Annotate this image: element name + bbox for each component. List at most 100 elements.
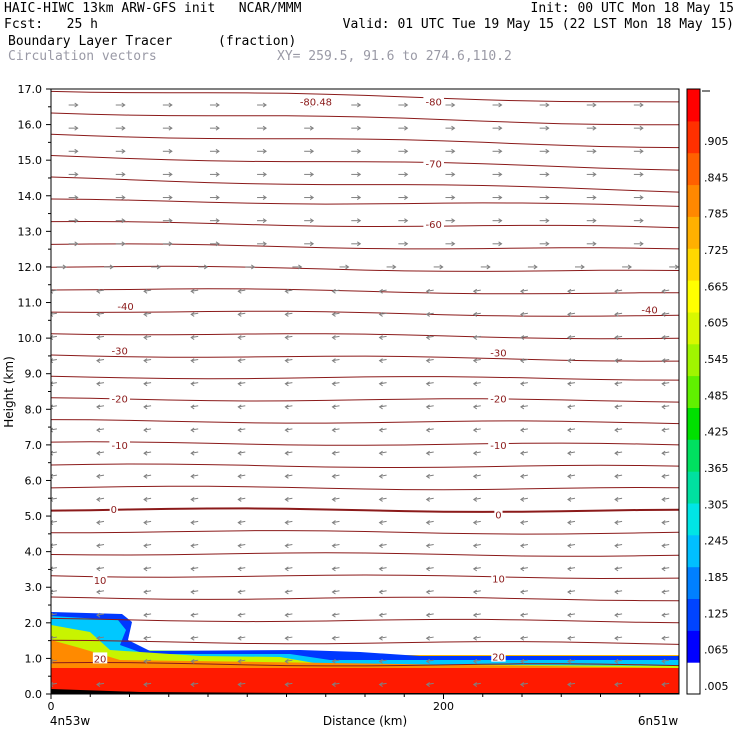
vector-head [237,566,242,572]
circulation-vector [633,148,644,154]
vector-head [284,658,289,664]
vector-head [237,335,242,340]
vector-head [215,171,220,177]
vector-head [143,473,148,479]
circulation-vector [143,450,152,456]
circulation-vector [614,427,623,433]
vector-head [498,241,503,247]
field-name: Boundary Layer Tracer [8,34,173,49]
y-tick-label: 13.0 [18,225,43,238]
contour-label-bg [92,574,108,586]
y-tick-label: 12.0 [18,261,43,274]
contour-label-text: -70 [426,160,442,171]
vector-head [237,427,242,433]
vector-head [51,612,54,618]
circulation-vector [143,658,152,664]
circulation-vector [284,358,293,364]
circulation-vector [284,335,293,340]
circulation-vector [190,288,199,294]
isotherm-contour [51,596,679,602]
circulation-vector [190,566,199,572]
circulation-vector [190,427,199,433]
circulation-vector [284,589,293,595]
vector-head [519,543,525,549]
circulation-vector [68,241,79,247]
isotherm-contour [51,288,679,295]
circulation-vector [143,358,152,364]
circulation-vector [237,381,246,387]
circulation-vector [331,589,340,595]
circulation-vector [209,102,220,108]
circulation-vector [143,381,152,387]
colorbar-swatch [687,566,700,599]
circulation-vector [567,358,576,364]
vector-head [284,612,289,618]
circulation-vector [567,543,576,549]
circulation-vector [378,404,387,410]
vector-head [74,102,79,108]
vector-head [639,195,644,200]
vector-head [190,589,195,595]
circulation-vector [472,404,481,410]
vector-head [425,612,430,618]
vector-head [284,543,289,549]
valid-time: Valid: 01 UTC Tue 19 May 15 (22 LST Mon … [342,17,734,32]
circulation-vector [96,404,105,410]
vector-head [51,682,54,687]
circulation-vector [190,543,199,549]
circulation-vector [284,543,293,549]
circulation-vector [162,148,173,154]
colorbar-label: .365 [704,462,729,475]
circulation-vector [472,311,481,317]
vector-head [661,450,666,456]
circulation-vector [614,566,623,572]
circulation-vector [567,311,576,317]
vector-head [237,473,242,479]
vector-head [262,195,267,200]
vector-head [331,612,336,618]
vector-head [190,635,195,641]
circulation-vector [237,682,246,687]
isotherm-contour [51,155,679,171]
vector-head [614,497,619,502]
contour-label: 10 [92,574,108,587]
circulation-vector [304,125,315,131]
circulation-vector [425,335,434,340]
vector-head [498,195,503,200]
vector-head [519,358,525,364]
circulation-vector [143,473,152,479]
colorbar-swatch [687,184,700,217]
vector-head [567,311,572,317]
vector-head [661,427,666,433]
vector-head [143,658,148,664]
vector-head [190,543,195,549]
vector-head [51,335,54,340]
vector-head [378,358,383,364]
colorbar-swatch [687,152,700,186]
circulation-vector [614,497,623,502]
circulation-vector [115,195,126,200]
circulation-vector [425,358,434,364]
y-tick-label: 2.0 [25,617,43,630]
circulation-vector [661,450,670,456]
vector-head [378,543,383,549]
circulation-vector [162,241,173,247]
circulation-vector [539,171,550,177]
vector-head [190,427,195,433]
vector-head [143,358,148,364]
vector-head [378,635,383,641]
circulation-vector [425,404,434,410]
vector-head [51,381,54,387]
vector-head [190,497,195,502]
vector-head [190,658,195,664]
circulation-vector [445,218,456,224]
isotherm-contour [51,617,679,624]
circulation-vector [162,195,173,200]
circulation-vector [284,404,293,410]
vector-head [425,381,430,387]
circulation-vector [143,635,152,641]
vector-head [143,381,148,387]
vector-head [425,473,430,479]
circulation-vector [472,635,481,641]
circulation-vector [519,682,528,687]
